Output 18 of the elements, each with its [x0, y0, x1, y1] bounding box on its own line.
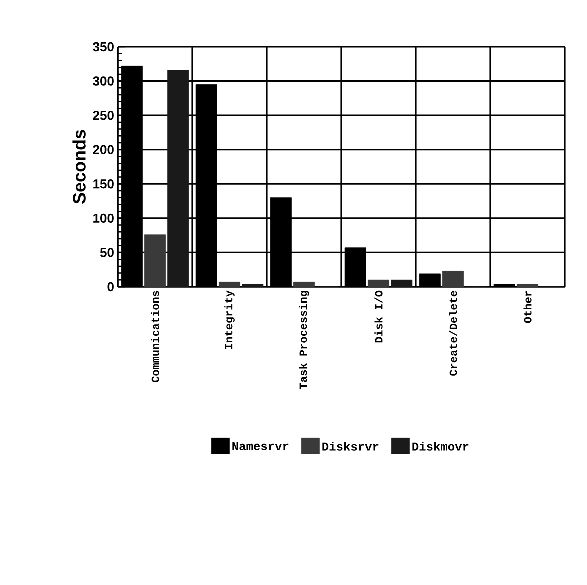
y-tick-label: 0: [108, 282, 114, 292]
legend-label: Diskmovr: [412, 442, 469, 451]
x-tick-label: Communications: [151, 291, 160, 383]
y-tick-label: 300: [93, 76, 114, 86]
x-tick-label: Task Processing: [299, 291, 310, 390]
legend-label: Disksrvr: [322, 442, 379, 451]
y-tick-label: 350: [93, 42, 114, 52]
x-tick-label: Integrity: [224, 290, 235, 350]
y-axis-title: Seconds: [72, 130, 86, 204]
legend-label: Namesrvr: [232, 442, 289, 450]
y-tick-label: 200: [93, 145, 114, 154]
y-tick-label: 100: [94, 214, 114, 224]
x-tick-label: Disk I/O: [374, 290, 383, 343]
y-tick-label: 50: [100, 248, 114, 258]
y-tick-label: 250: [93, 110, 114, 120]
x-tick-label: Other: [524, 291, 532, 324]
y-tick-label: 150: [94, 180, 114, 189]
x-tick-label: Create/Delete: [449, 291, 458, 376]
